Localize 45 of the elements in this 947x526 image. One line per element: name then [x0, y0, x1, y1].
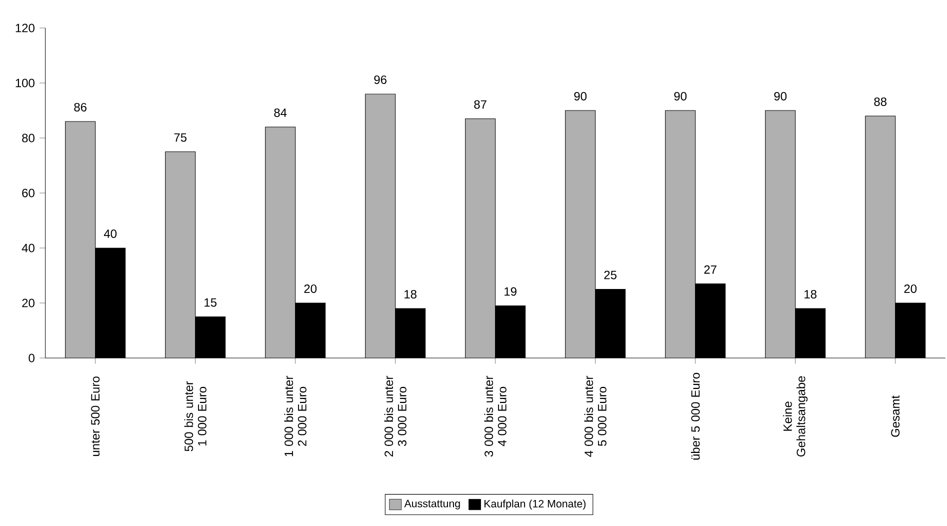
- data-label: 75: [174, 133, 186, 142]
- bar: [365, 94, 396, 358]
- bar: [665, 110, 696, 358]
- x-tick-label: unter 500 Euro: [91, 376, 100, 456]
- legend-label: Ausstattung: [404, 500, 460, 510]
- x-tick-label: 2 000 bis unter 3 000 Euro: [384, 376, 406, 456]
- data-label: 20: [904, 284, 917, 293]
- data-label: 86: [74, 102, 86, 112]
- y-tick-label: 0: [28, 354, 34, 362]
- data-label: 18: [404, 290, 416, 298]
- bar: [165, 152, 196, 358]
- data-label: 25: [604, 270, 617, 280]
- data-label: 88: [874, 97, 886, 106]
- data-label: 84: [274, 108, 287, 117]
- data-label: 15: [204, 298, 217, 307]
- data-label: 96: [374, 75, 386, 84]
- x-tick-label: Keine Gehaltsangabe: [783, 376, 808, 456]
- data-label: 18: [804, 290, 816, 298]
- y-tick-label: 120: [16, 24, 34, 32]
- data-label: 90: [574, 92, 587, 100]
- x-tick-label: über 5 000 Euro: [690, 372, 700, 460]
- x-tick-label: 1 000 bis unter 2 000 Euro: [284, 376, 306, 456]
- legend-label: Kaufplan (12 Monate): [484, 500, 586, 510]
- bar: [265, 127, 296, 358]
- data-label: 27: [704, 265, 716, 274]
- data-label: 20: [304, 284, 317, 293]
- bar: [65, 122, 96, 358]
- x-tick-label: 4 000 bis unter 5 000 Euro: [584, 376, 606, 457]
- data-label: 90: [674, 92, 687, 100]
- y-tick-label: 20: [22, 298, 34, 308]
- y-tick-label: 40: [22, 244, 34, 252]
- y-tick-label: 100: [16, 78, 34, 88]
- y-tick-label: 60: [22, 188, 34, 198]
- bar: [765, 110, 796, 358]
- x-tick-label: 3 000 bis unter 4 000 Euro: [484, 376, 506, 457]
- x-tick-label: 500 bis unter 1 000 Euro: [184, 381, 206, 452]
- bar: [465, 118, 496, 358]
- data-label: 87: [474, 100, 486, 109]
- x-tick-label: Gesamt: [891, 395, 900, 437]
- bar: [565, 110, 596, 358]
- y-tick-label: 80: [22, 134, 34, 142]
- bar: [865, 116, 896, 358]
- data-label: 40: [104, 229, 117, 238]
- data-label: 19: [504, 287, 516, 296]
- data-label: 90: [774, 92, 787, 100]
